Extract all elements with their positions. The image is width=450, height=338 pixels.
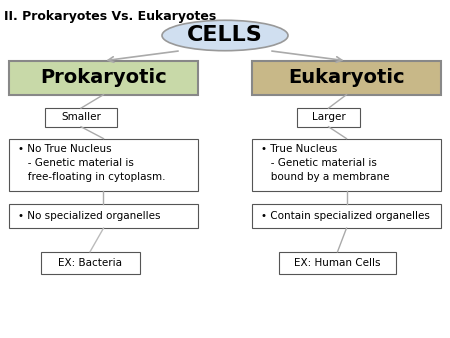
FancyBboxPatch shape (252, 204, 441, 228)
FancyBboxPatch shape (297, 108, 360, 127)
Text: • No True Nucleus
   - Genetic material is
   free-floating in cytoplasm.: • No True Nucleus - Genetic material is … (18, 144, 166, 182)
Text: CELLS: CELLS (187, 25, 263, 46)
FancyBboxPatch shape (9, 61, 198, 95)
FancyBboxPatch shape (279, 252, 396, 274)
FancyBboxPatch shape (9, 204, 198, 228)
Ellipse shape (162, 20, 288, 51)
Text: Eukaryotic: Eukaryotic (288, 68, 405, 87)
Text: • Contain specialized organelles: • Contain specialized organelles (261, 211, 430, 221)
Text: Larger: Larger (311, 113, 346, 122)
Text: • True Nucleus
   - Genetic material is
   bound by a membrane: • True Nucleus - Genetic material is bou… (261, 144, 390, 182)
FancyBboxPatch shape (40, 252, 140, 274)
FancyBboxPatch shape (252, 61, 441, 95)
Text: Prokaryotic: Prokaryotic (40, 68, 167, 87)
Text: II. Prokaryotes Vs. Eukaryotes: II. Prokaryotes Vs. Eukaryotes (4, 10, 217, 23)
Text: EX: Bacteria: EX: Bacteria (58, 258, 122, 268)
FancyBboxPatch shape (45, 108, 117, 127)
Text: • No specialized organelles: • No specialized organelles (18, 211, 161, 221)
FancyBboxPatch shape (9, 139, 198, 191)
Text: EX: Human Cells: EX: Human Cells (294, 258, 381, 268)
FancyBboxPatch shape (252, 139, 441, 191)
Text: Smaller: Smaller (61, 113, 101, 122)
